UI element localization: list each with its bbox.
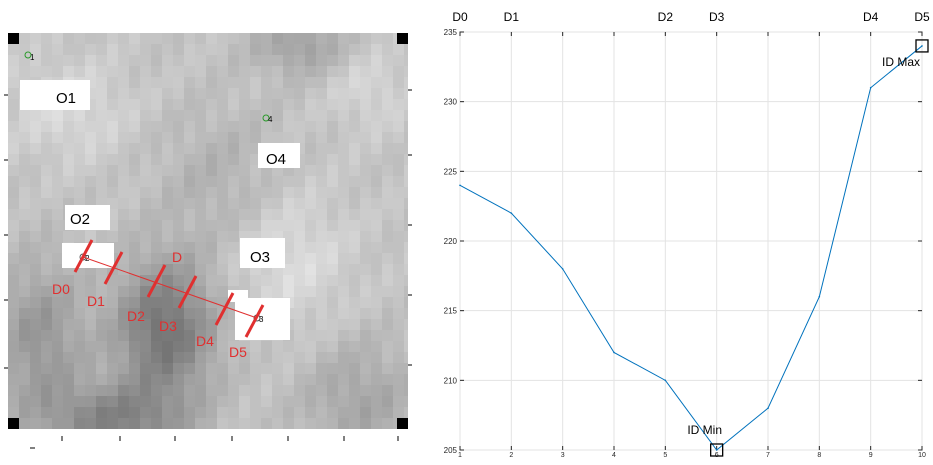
- annotation-box: [915, 39, 929, 53]
- point-label: 3: [259, 315, 264, 324]
- data-point: [459, 184, 461, 187]
- data-point: [613, 351, 615, 354]
- annotation-label: ID Min: [687, 423, 722, 437]
- elevation-raster: [8, 33, 408, 429]
- x-tick-label: 5: [663, 452, 667, 459]
- object-label-o2: O2: [70, 211, 90, 228]
- data-point: [561, 268, 564, 270]
- series-layer: [459, 45, 923, 451]
- point-4: 4: [262, 114, 273, 124]
- corner-marker-bottom-left: [8, 418, 19, 429]
- section-markers: [73, 239, 265, 338]
- corner-marker-top-left: [8, 33, 19, 44]
- elevation-map: O1 O2 O3 O4 1 2 3 4 D: [4, 33, 412, 449]
- point-marker: [24, 51, 32, 59]
- x-tick-label: 8: [817, 452, 821, 459]
- corner-marker-top-right: [397, 33, 408, 44]
- y-tick-label: 215: [444, 307, 458, 316]
- section-label-d3: D3: [159, 318, 177, 334]
- data-point: [767, 407, 769, 410]
- top-section-label: D1: [504, 10, 520, 24]
- y-tick-label: 230: [444, 98, 458, 107]
- object-label-o3: O3: [250, 249, 270, 266]
- x-tick-label: 1: [458, 452, 462, 459]
- top-section-label: D2: [658, 10, 674, 24]
- y-tick-label: 210: [444, 376, 458, 385]
- top-section-label: D4: [863, 10, 879, 24]
- annotations: ID Min ID Max: [687, 39, 929, 457]
- section-label-d2: D2: [127, 308, 145, 324]
- section-label-d4: D4: [196, 333, 214, 349]
- data-point: [715, 449, 718, 451]
- section-marker-d5: [244, 304, 265, 338]
- corner-marker-bottom-right: [397, 418, 408, 429]
- object-label-o1: O1: [56, 90, 76, 107]
- section-label-d5: D5: [229, 344, 247, 360]
- y-tick-label: 225: [444, 167, 458, 176]
- profile-line: [82, 256, 258, 319]
- section-marker-d2: [146, 264, 167, 298]
- map-ticks: [4, 89, 412, 449]
- profile-line-label: D: [172, 249, 182, 265]
- object-masks: [20, 80, 300, 340]
- section-marker-d4: [214, 292, 235, 326]
- elevation-map-panel: O1 O2 O3 O4 1 2 3 4 D: [0, 0, 420, 460]
- y-tick-label: 205: [444, 446, 458, 455]
- x-tick-label: 9: [869, 452, 873, 459]
- section-marker-d0: [73, 239, 94, 273]
- data-point: [921, 45, 923, 47]
- section-labels: D0 D1 D2 D3 D4 D5: [52, 281, 247, 360]
- x-tick-label: 10: [918, 452, 926, 459]
- point-label: 4: [268, 115, 273, 124]
- top-section-label: D3: [709, 10, 725, 24]
- section-label-d0: D0: [52, 281, 70, 297]
- data-point: [510, 212, 513, 214]
- top-section-label: D0: [452, 10, 468, 24]
- series-line: [459, 45, 923, 451]
- data-point: [818, 295, 821, 298]
- top-section-label: D5: [914, 10, 930, 24]
- x-tick-label: 7: [766, 452, 770, 459]
- y-tick-label: 235: [444, 28, 458, 37]
- annotation-label: ID Max: [882, 55, 920, 69]
- point-marker: [262, 114, 270, 122]
- object-mask-o4: [258, 143, 300, 168]
- profile-chart-panel: 1 2 3 4 5 6 7 8 9 10 205 210 215 220 225 230 235 D0 D1 D2 D…: [420, 0, 933, 460]
- data-point: [664, 379, 667, 382]
- x-tick-label: 3: [561, 452, 565, 459]
- top-section-labels: D0 D1 D2 D3 D4 D5: [452, 10, 930, 24]
- section-label-d1: D1: [87, 293, 105, 309]
- x-tick-label: 4: [612, 452, 616, 459]
- annotation-box: [710, 443, 724, 457]
- section-marker-d1: [103, 251, 124, 285]
- y-tick-label: 220: [444, 237, 458, 246]
- x-tick-label: 2: [509, 452, 513, 459]
- object-mask-o1: [20, 80, 90, 110]
- object-mask-o3: [240, 238, 285, 268]
- object-mask-o2: [65, 205, 110, 230]
- data-point: [869, 86, 872, 89]
- point-1: 1: [24, 51, 35, 62]
- object-label-o4: O4: [266, 151, 286, 168]
- section-marker-d3: [177, 275, 198, 309]
- point-label: 1: [30, 53, 35, 62]
